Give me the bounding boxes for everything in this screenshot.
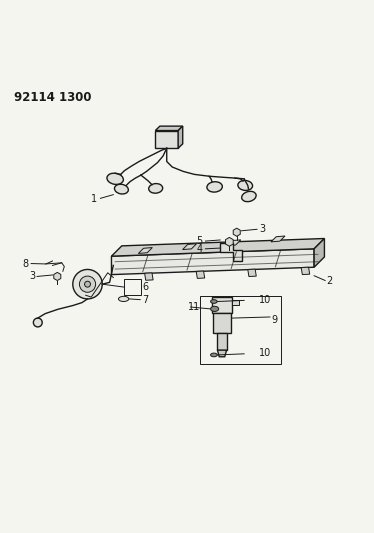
Polygon shape — [54, 272, 61, 280]
Polygon shape — [271, 236, 285, 242]
Polygon shape — [217, 350, 227, 357]
Ellipse shape — [238, 181, 252, 190]
Polygon shape — [226, 237, 233, 246]
Text: 8: 8 — [22, 259, 28, 269]
Text: 7: 7 — [142, 295, 148, 305]
Polygon shape — [314, 238, 324, 267]
Polygon shape — [220, 243, 242, 261]
Circle shape — [85, 281, 91, 287]
Polygon shape — [111, 249, 314, 274]
Text: 9: 9 — [272, 315, 278, 325]
Ellipse shape — [114, 184, 128, 194]
Polygon shape — [217, 333, 227, 350]
Ellipse shape — [242, 191, 256, 201]
Polygon shape — [155, 126, 183, 131]
Polygon shape — [232, 300, 239, 305]
Ellipse shape — [211, 306, 219, 311]
Ellipse shape — [107, 173, 123, 184]
Polygon shape — [301, 267, 310, 274]
Text: 10: 10 — [259, 295, 271, 305]
Ellipse shape — [207, 182, 223, 192]
Ellipse shape — [119, 296, 129, 302]
Text: 10: 10 — [259, 348, 271, 358]
Text: 3: 3 — [29, 271, 35, 281]
Text: 92114 1300: 92114 1300 — [14, 92, 91, 104]
Polygon shape — [138, 247, 152, 254]
Polygon shape — [213, 312, 231, 333]
Polygon shape — [145, 273, 153, 280]
Text: 11: 11 — [188, 302, 200, 312]
Text: 1: 1 — [91, 194, 97, 204]
Polygon shape — [248, 269, 256, 277]
Ellipse shape — [211, 353, 217, 357]
Polygon shape — [183, 244, 197, 249]
Polygon shape — [227, 240, 241, 246]
Polygon shape — [111, 238, 324, 256]
Polygon shape — [212, 297, 232, 312]
Text: 3: 3 — [259, 224, 265, 235]
Circle shape — [79, 276, 96, 292]
Text: 2: 2 — [326, 276, 332, 286]
Polygon shape — [178, 126, 183, 148]
Ellipse shape — [149, 183, 163, 193]
Circle shape — [73, 270, 102, 299]
Ellipse shape — [211, 300, 217, 303]
Polygon shape — [233, 228, 240, 236]
Text: 5: 5 — [197, 236, 203, 246]
Polygon shape — [155, 131, 178, 148]
Polygon shape — [196, 271, 205, 278]
Circle shape — [33, 318, 42, 327]
Text: 6: 6 — [142, 282, 148, 292]
Text: 4: 4 — [197, 244, 203, 254]
